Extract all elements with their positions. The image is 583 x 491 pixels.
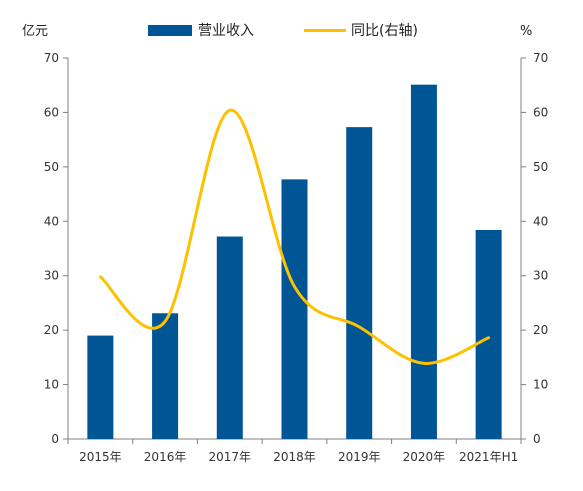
left-tick-label: 20 [44, 323, 59, 337]
x-tick-label: 2021年H1 [459, 450, 518, 464]
right-tick-label: 20 [533, 323, 548, 337]
x-tick-label: 2019年 [338, 450, 381, 464]
right-tick-label: 0 [533, 432, 541, 446]
yoy-line [98, 108, 491, 365]
right-tick-label: 10 [533, 378, 548, 392]
left-tick-label: 70 [44, 51, 59, 65]
bar [346, 127, 373, 440]
right-tick-label: 40 [533, 214, 548, 228]
x-tick-label: 2018年 [273, 450, 316, 464]
left-tick-label: 50 [44, 160, 59, 174]
bar [281, 179, 308, 439]
left-tick-label: 30 [44, 269, 59, 283]
right-tick-label: 30 [533, 269, 548, 283]
legend-line-label: 同比(右轴) [351, 23, 418, 39]
left-tick-label: 10 [44, 378, 59, 392]
bar [410, 84, 437, 440]
left-tick-label: 40 [44, 214, 59, 228]
right-tick-label: 70 [533, 51, 548, 65]
legend-bar-swatch [148, 25, 192, 36]
right-tick-label: 50 [533, 160, 548, 174]
x-tick-label: 2017年 [209, 450, 252, 464]
bar [475, 229, 502, 439]
left-tick-label: 0 [51, 432, 59, 446]
x-tick-label: 2015年 [79, 450, 122, 464]
left-axis-unit: 亿元 [22, 24, 48, 39]
bar [87, 335, 114, 439]
bar [216, 236, 243, 439]
left-tick-label: 60 [44, 105, 59, 119]
legend-bar-label: 营业收入 [198, 23, 254, 39]
right-tick-label: 60 [533, 105, 548, 119]
right-axis-unit: % [520, 24, 532, 39]
bar [152, 313, 179, 439]
x-tick-label: 2016年 [144, 450, 187, 464]
x-tick-label: 2020年 [403, 450, 446, 464]
